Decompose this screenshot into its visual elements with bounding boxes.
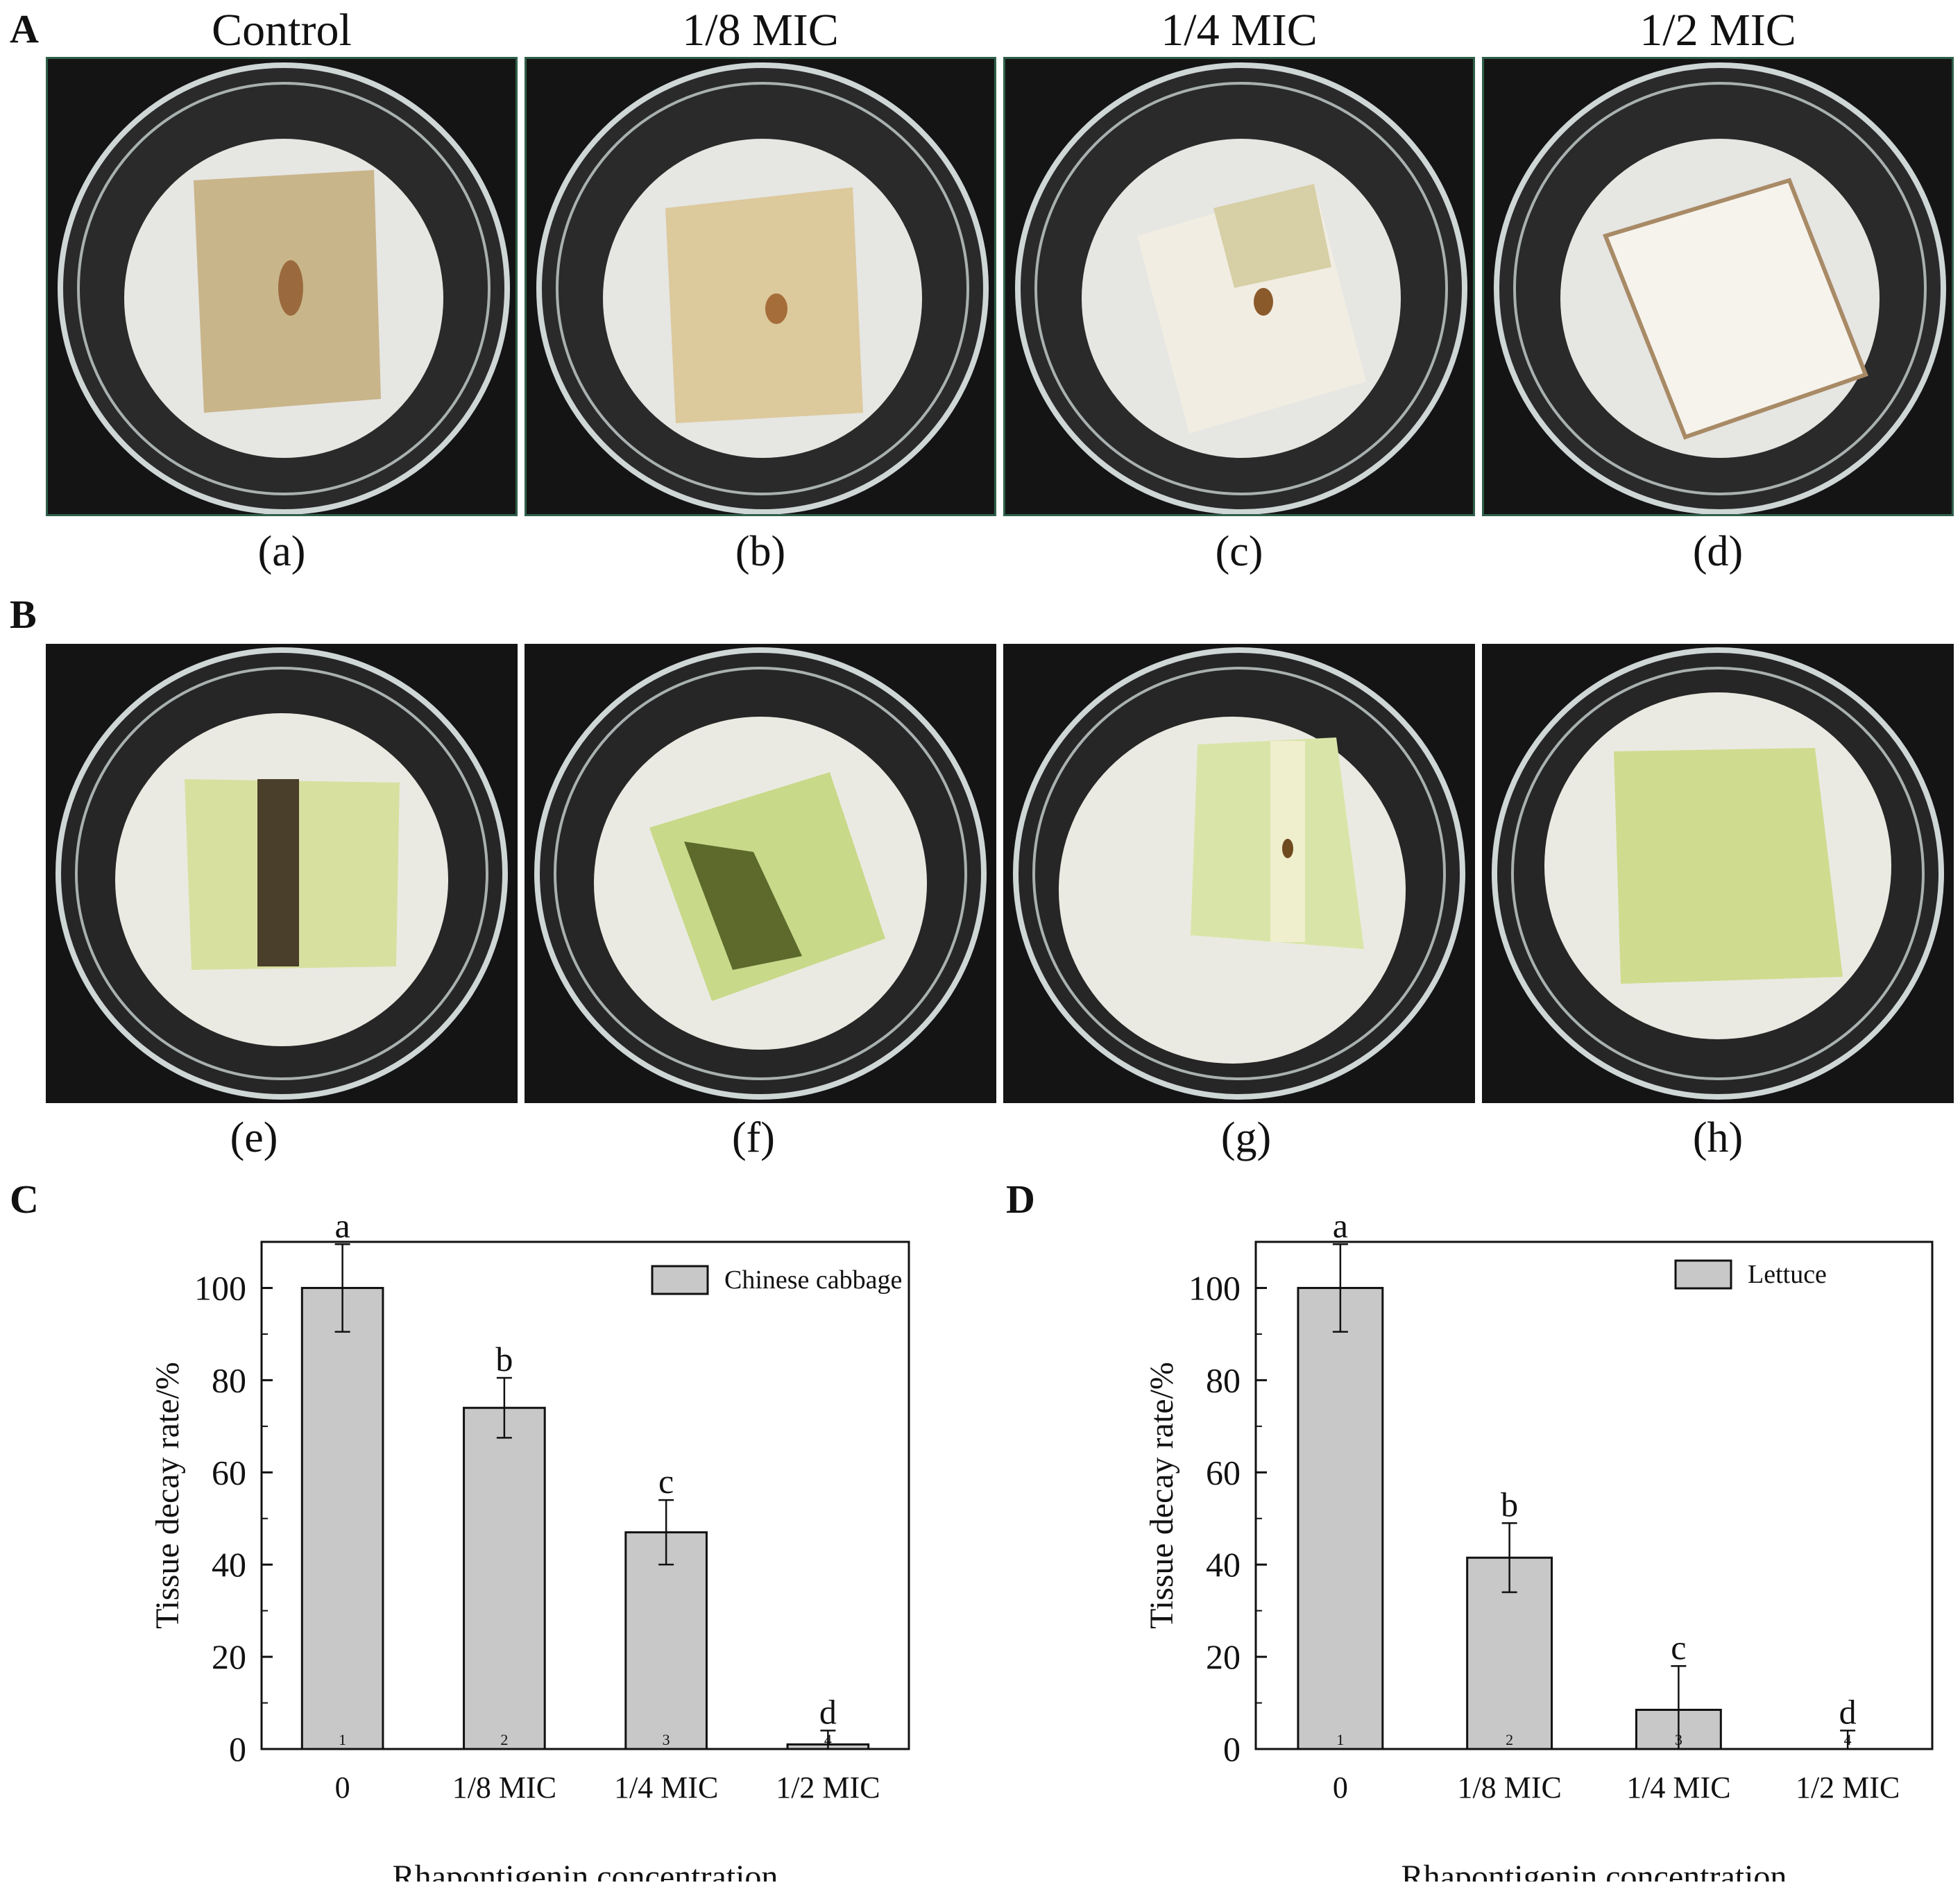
- legend-label: Chinese cabbage: [724, 1265, 902, 1295]
- column-header-1-4-mic: 1/4 MIC: [1161, 5, 1318, 56]
- category-index-label: 1: [339, 1731, 346, 1748]
- photo-h-1-2-mic: [1482, 644, 1954, 1103]
- x-tick-label: 1/4 MIC: [614, 1771, 718, 1805]
- significance-letter: b: [495, 1340, 513, 1379]
- sublabel-d: (d): [1692, 528, 1744, 575]
- y-tick-label: 80: [1206, 1361, 1241, 1399]
- sublabel-b: (b): [735, 528, 786, 575]
- y-tick-label: 100: [194, 1268, 246, 1307]
- legend-label: Lettuce: [1748, 1260, 1827, 1289]
- plot-frame: [1254, 1240, 1934, 1750]
- bar: [624, 1531, 708, 1750]
- x-axis-label: Rhapontigenin concentration: [1401, 1859, 1787, 1882]
- y-tick-label: 40: [1206, 1545, 1241, 1584]
- chart-c-chinese-cabbage: 0 20 40 60 80 100 a 1 0 b 2 1/8 MIC c 3 1/4 MIC d 4 1/2 M…: [0, 1206, 971, 1885]
- legend-swatch: [651, 1265, 709, 1295]
- category-index-label: 3: [663, 1731, 670, 1748]
- category-index-label: 2: [1506, 1731, 1513, 1748]
- plot-frame: [260, 1240, 910, 1750]
- panel-letter-d: D: [1006, 1177, 1035, 1222]
- y-axis-label: Tissue decay rate/%: [149, 1362, 186, 1629]
- panel-letter-c: C: [10, 1177, 39, 1222]
- significance-letter: d: [819, 1692, 837, 1731]
- y-tick-label: 20: [1206, 1637, 1241, 1676]
- chart-c-svg: 0 20 40 60 80 100 a 1 0 b 2 1/8 MIC c 3 1/4 MIC d4 1/2 M…: [149, 1206, 910, 1885]
- x-tick-label: 1/4 MIC: [1626, 1771, 1730, 1805]
- photo-e-control: [46, 644, 518, 1103]
- y-tick-label: 80: [212, 1361, 246, 1399]
- category-index-label: 4: [824, 1731, 832, 1748]
- x-tick-label: 0: [1333, 1771, 1348, 1805]
- photo-b-1-8-mic: [525, 57, 996, 516]
- photo-g-1-4-mic: [1003, 644, 1475, 1103]
- sublabel-f: (f): [732, 1114, 775, 1161]
- y-tick-label: 0: [229, 1730, 246, 1768]
- sublabel-a: (a): [257, 528, 306, 575]
- sublabel-h: (h): [1692, 1114, 1744, 1161]
- bar: [300, 1286, 384, 1750]
- significance-letter: c: [1671, 1628, 1686, 1666]
- category-index-label: 3: [1675, 1731, 1682, 1748]
- column-header-1-8-mic: 1/8 MIC: [682, 5, 839, 56]
- column-header-1-2-mic: 1/2 MIC: [1639, 5, 1796, 56]
- category-index-label: 1: [1336, 1731, 1344, 1748]
- photo-a-control: [46, 57, 518, 516]
- y-tick-label: 60: [1206, 1453, 1241, 1492]
- significance-letter: b: [1501, 1485, 1518, 1524]
- bar: [1297, 1286, 1384, 1750]
- y-tick-label: 40: [212, 1545, 246, 1584]
- x-tick-label: 1/2 MIC: [1796, 1771, 1900, 1805]
- significance-letter: c: [658, 1462, 674, 1501]
- sublabel-e: (e): [230, 1114, 278, 1161]
- category-index-label: 2: [500, 1731, 508, 1748]
- legend-swatch: [1674, 1259, 1732, 1290]
- category-index-label: 4: [1844, 1731, 1852, 1748]
- photo-f-1-8-mic: [525, 644, 996, 1103]
- chart-d-svg: 0 20 40 60 80 100 a 1 0 b 2 1/8 MIC c 3 1/4 MIC d4 1/2 M…: [1143, 1206, 1934, 1885]
- significance-letter: d: [1839, 1692, 1857, 1731]
- y-axis-label: Tissue decay rate/%: [1143, 1362, 1180, 1629]
- panel-letter-b: B: [10, 592, 37, 637]
- panel-letter-a: A: [10, 6, 39, 51]
- x-tick-label: 1/2 MIC: [776, 1771, 880, 1805]
- significance-letter: a: [1333, 1221, 1348, 1245]
- column-header-control: Control: [212, 5, 352, 56]
- x-tick-label: 1/8 MIC: [1457, 1771, 1561, 1805]
- photo-c-1-4-mic: [1003, 57, 1475, 516]
- chart-d-lettuce: 0 20 40 60 80 100 a 1 0 b 2 1/8 MIC c 3 1/4 MIC d 4 1/2 M…: [971, 1206, 1960, 1885]
- y-tick-label: 100: [1188, 1268, 1241, 1307]
- y-tick-label: 20: [212, 1637, 246, 1676]
- x-tick-label: 0: [335, 1771, 350, 1805]
- y-tick-label: 0: [1223, 1730, 1241, 1768]
- y-tick-label: 60: [212, 1453, 246, 1492]
- x-axis-label: Rhapontigenin concentration: [393, 1859, 778, 1882]
- significance-letter: a: [335, 1221, 350, 1245]
- sublabel-c: (c): [1215, 528, 1263, 575]
- sublabel-g: (g): [1220, 1114, 1272, 1161]
- x-tick-label: 1/8 MIC: [452, 1771, 556, 1805]
- photo-d-1-2-mic: [1482, 57, 1954, 516]
- bar: [463, 1406, 546, 1750]
